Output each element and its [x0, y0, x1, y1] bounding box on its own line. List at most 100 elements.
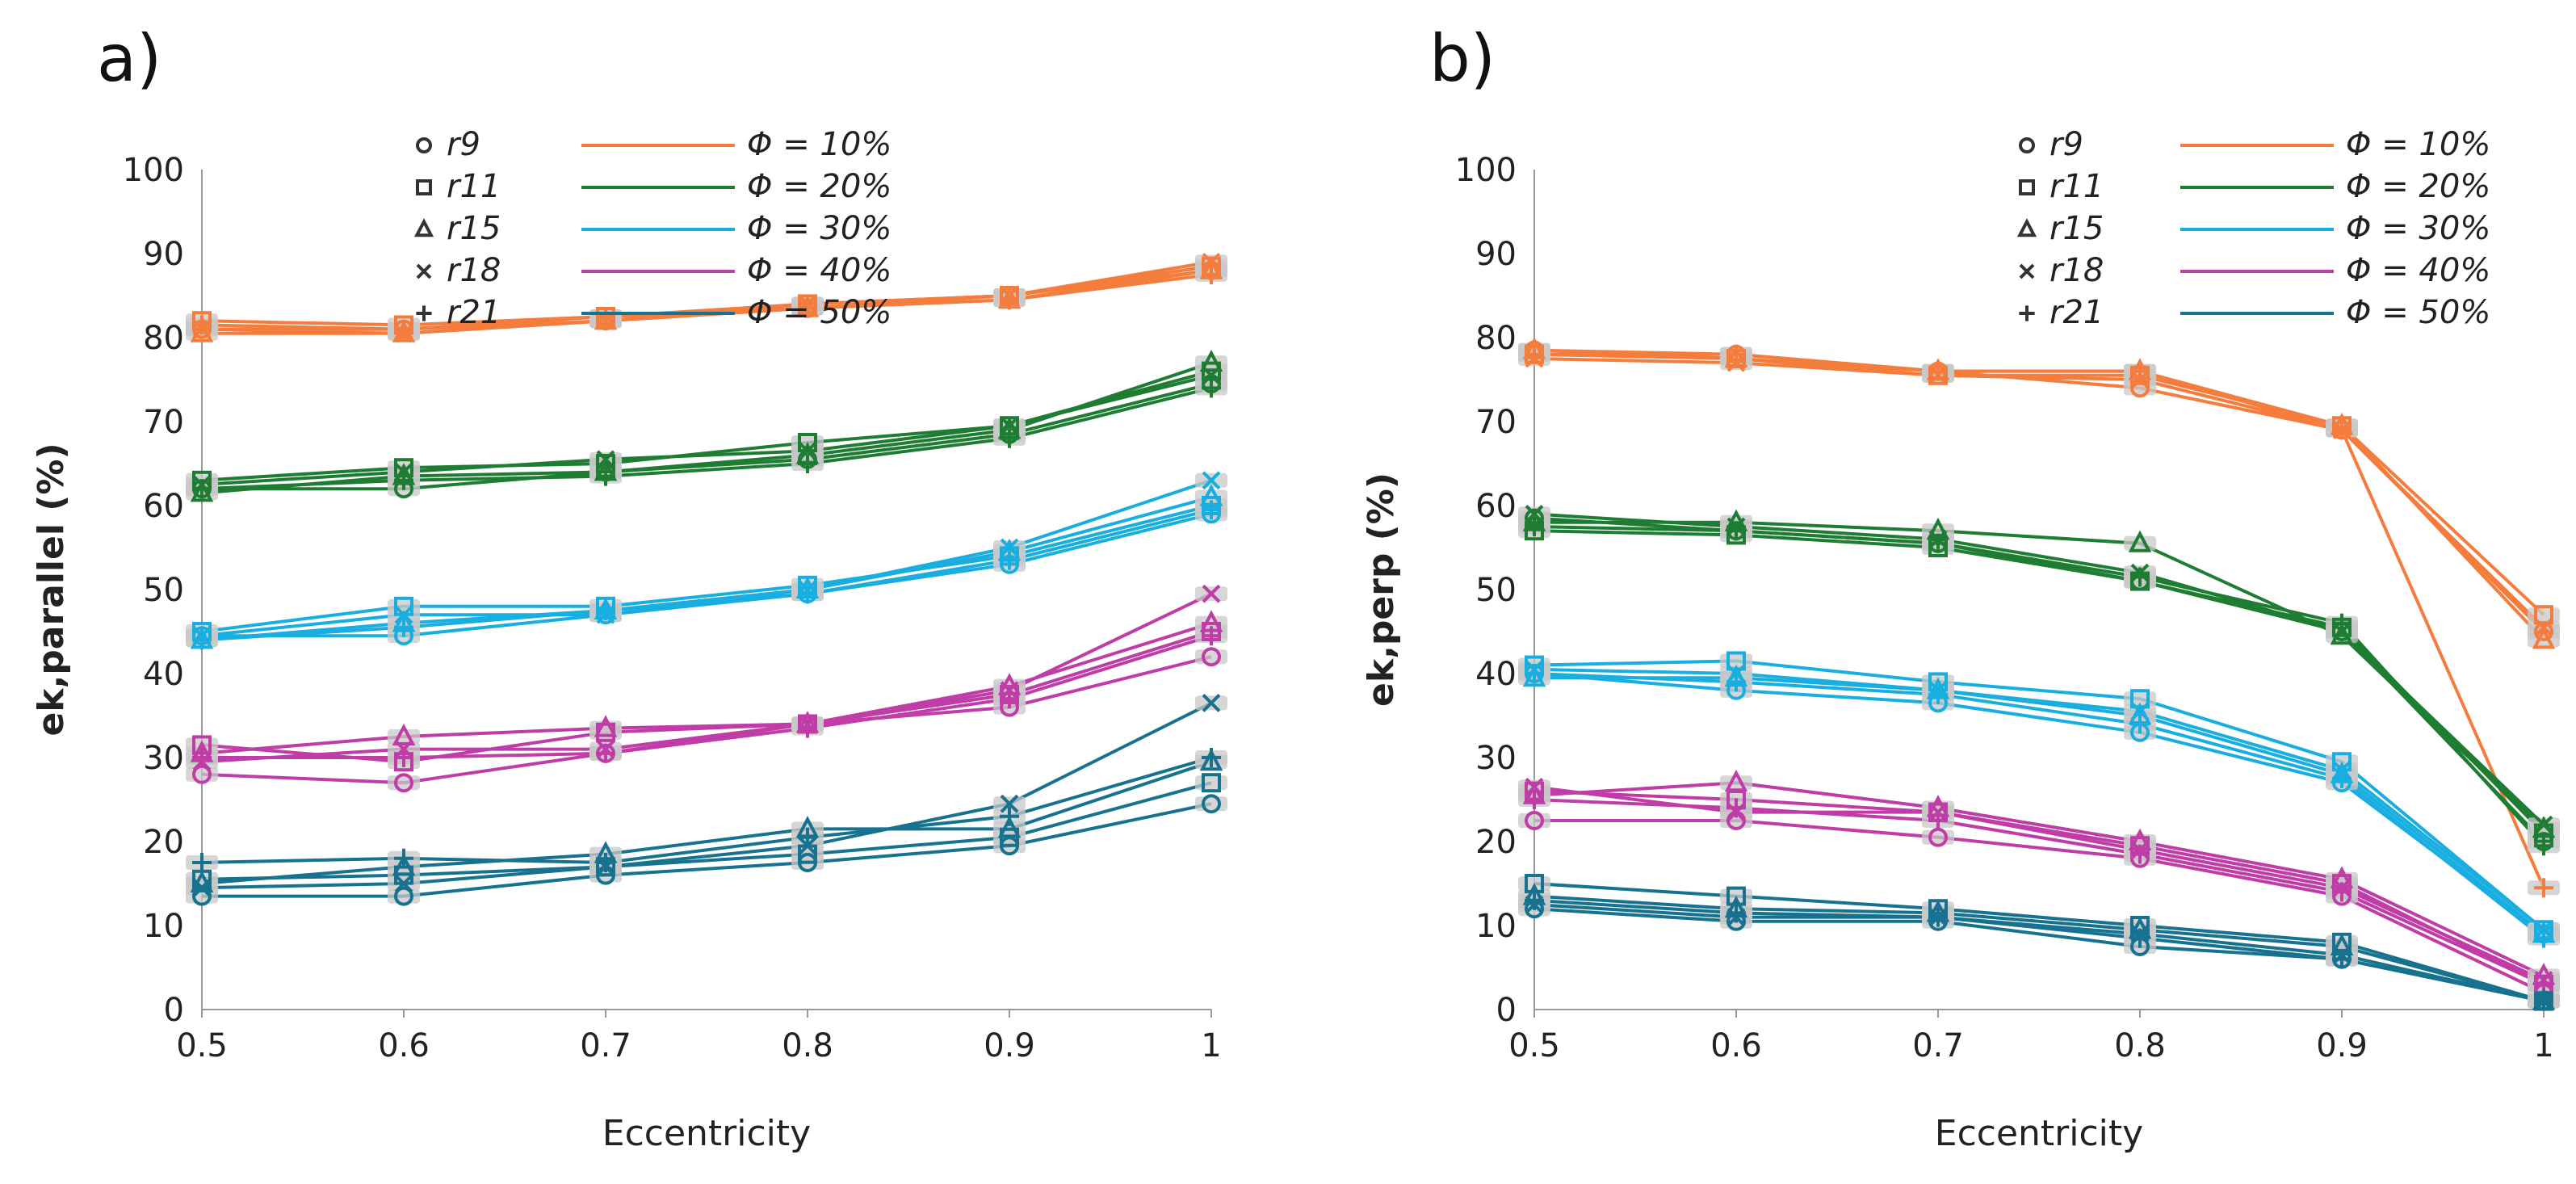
data-point [1202, 748, 1221, 767]
data-point [594, 307, 618, 330]
series-line [201, 504, 1212, 633]
data-point [1202, 626, 1221, 646]
data-point-band [1518, 813, 1550, 828]
data-point [1726, 344, 1746, 364]
data-point [2532, 627, 2556, 649]
data-point [1202, 471, 1221, 490]
series-line [1533, 672, 2545, 936]
y-tick-label: 90 [143, 236, 184, 273]
legend-marker-plus-icon [2019, 305, 2035, 321]
legend-series-label: Φ = 30% [747, 210, 892, 247]
data-point [1522, 664, 1546, 687]
data-point [2332, 769, 2352, 788]
series-line [1533, 894, 2545, 1003]
series-line [1533, 357, 2545, 629]
y-tick-label: 80 [143, 320, 184, 357]
data-point [2534, 815, 2553, 834]
data-point [596, 743, 615, 763]
x-tick-label: 0.6 [1710, 1027, 1762, 1064]
data-point [1928, 361, 1948, 381]
y-tick-label: 100 [1455, 152, 1517, 189]
series-line [1533, 348, 2545, 641]
data-point [1000, 416, 1019, 435]
data-point [1202, 647, 1221, 667]
legend-series-label: Φ = 10% [2346, 126, 2490, 163]
data-point-band [388, 888, 420, 904]
data-point [2128, 530, 2152, 552]
y-tick-label: 30 [143, 740, 184, 777]
y-tick-label: 60 [1475, 488, 1517, 525]
y-tick-label: 0 [164, 992, 184, 1029]
series-line [202, 268, 1212, 331]
y-tick-label: 90 [1475, 236, 1517, 273]
x-tick-label: 0.5 [1508, 1027, 1560, 1064]
data-point [192, 853, 212, 872]
data-point [798, 298, 817, 318]
series-line [201, 361, 1212, 495]
x-tick-label: 0.7 [1912, 1027, 1964, 1064]
series-line [1534, 819, 2545, 995]
data-point [1000, 806, 1019, 826]
x-tick-label: 0.8 [782, 1027, 833, 1064]
series-line [201, 756, 1212, 864]
series-line [1533, 667, 2545, 931]
panel-label-b: b) [1429, 21, 1496, 96]
data-point [1202, 584, 1221, 603]
data-point [2130, 714, 2150, 734]
data-point [2130, 844, 2150, 864]
legend-marker-circle-icon [2019, 137, 2035, 153]
data-point [192, 748, 212, 767]
data-point [1202, 773, 1221, 793]
data-point [394, 848, 413, 868]
data-point [798, 441, 817, 460]
series-line [201, 373, 1212, 486]
data-point [1726, 903, 1746, 923]
data-point-band [1195, 796, 1227, 812]
data-point [192, 315, 212, 335]
y-tick-label: 80 [1475, 320, 1517, 357]
data-point-band [388, 729, 420, 744]
legend-series-label: Φ = 20% [747, 168, 892, 205]
data-point [394, 605, 413, 624]
legend-marker-square-icon [2019, 179, 2035, 195]
data-point [1928, 811, 1948, 830]
series-line [201, 781, 1212, 881]
data-point [394, 773, 413, 793]
series-line [1533, 781, 2545, 978]
series-line [201, 621, 1212, 755]
series-line [1533, 659, 2545, 931]
y-tick-label: 10 [143, 908, 184, 945]
data-point [2130, 702, 2150, 721]
data-point [1199, 349, 1223, 372]
legend-marker-cross-icon [2019, 263, 2035, 279]
data-point-band [2528, 607, 2560, 623]
data-point [1525, 777, 1544, 796]
series-line [201, 592, 1212, 764]
series-line [201, 655, 1212, 785]
legend-marker-cross-icon [416, 263, 432, 279]
data-point [1202, 500, 1221, 520]
legend-marker-triangle-icon [2016, 218, 2037, 237]
y-tick-label: 70 [1475, 404, 1517, 441]
data-point [2534, 878, 2553, 898]
series-line [202, 634, 1212, 759]
x-ticks-a: 0.5 0.6 0.7 0.8 0.9 1 [176, 1010, 1222, 1064]
x-axis-label-b: Eccentricity [1935, 1113, 2143, 1154]
legend-series-label: Φ = 30% [2346, 210, 2490, 247]
data-point [1000, 428, 1019, 448]
data-point [798, 454, 817, 473]
y-tick-label: 20 [143, 824, 184, 861]
legend-marker-triangle-icon [413, 218, 434, 237]
legend-marker-label: r15 [2049, 210, 2104, 247]
data-point [1525, 890, 1544, 910]
data-point [192, 479, 212, 499]
y-tick-label: 50 [143, 572, 184, 609]
data-point-band [1195, 775, 1227, 791]
data-point [2332, 949, 2352, 969]
data-point [1000, 538, 1019, 557]
data-point-band [1922, 829, 1954, 845]
series-line [1533, 903, 2545, 1003]
data-point [1525, 517, 1544, 536]
panel-label-a: a) [97, 21, 162, 96]
series-line [1533, 348, 2545, 633]
